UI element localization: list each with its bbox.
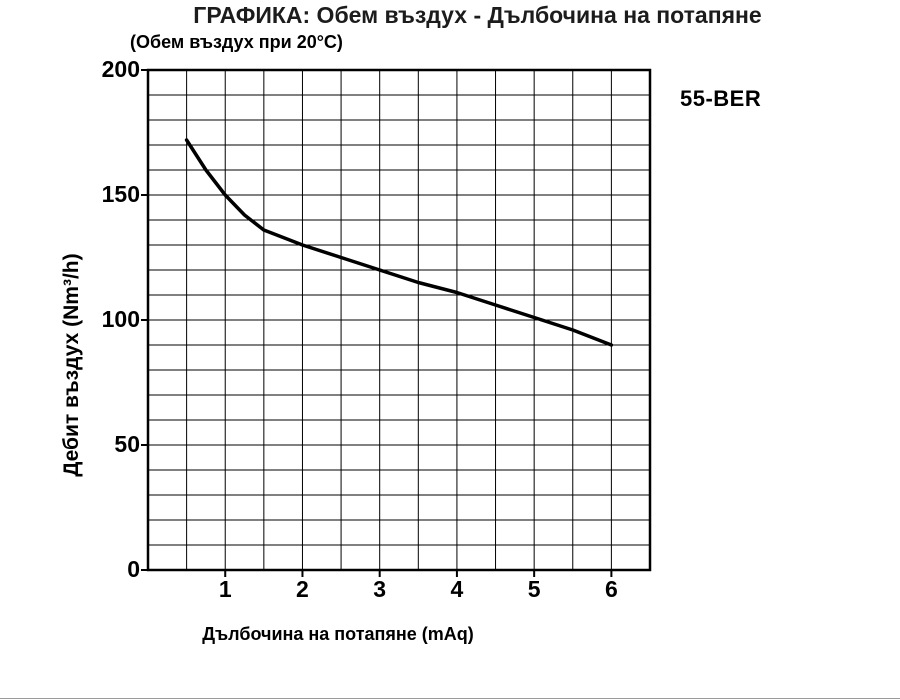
x-tick-label: 2 [296, 576, 309, 602]
y-tick-label: 100 [101, 306, 140, 332]
chart-title: ГРАФИКА: Обем въздух - Дълбочина на пота… [193, 2, 762, 28]
bottom-divider [0, 698, 900, 699]
x-tick-label: 6 [604, 576, 618, 602]
plot-border [146, 68, 652, 572]
y-tick-label: 150 [101, 181, 140, 207]
x-tick-label: 4 [450, 576, 464, 602]
y-tick-label: 50 [114, 431, 140, 457]
data-curve [184, 138, 614, 347]
model-label: 55-BER [680, 86, 762, 111]
x-tick-label: 1 [218, 576, 232, 602]
y-tick-label: 200 [101, 56, 140, 82]
x-tick-label: 5 [527, 576, 541, 602]
y-tick-label: 0 [127, 556, 140, 582]
plot-area [141, 68, 652, 577]
x-tick-label: 3 [373, 576, 387, 602]
chart-subtitle: (Обем въздух при 20°C) [130, 32, 343, 52]
y-axis-label: Дебит въздух (Nm³/h) [60, 253, 83, 477]
x-axis-label: Дълбочина на потапяне (mAq) [202, 624, 474, 644]
